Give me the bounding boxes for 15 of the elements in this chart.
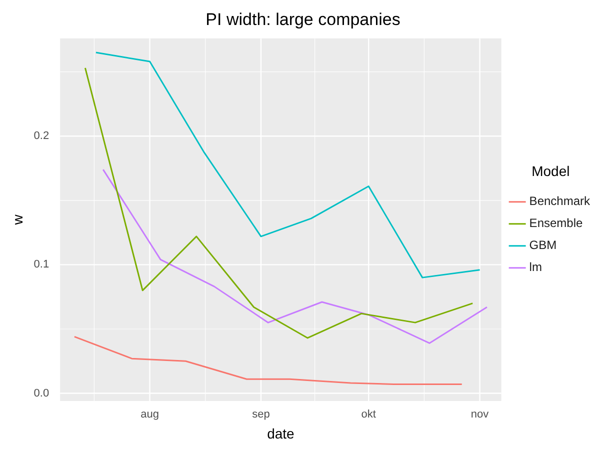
x-tick-label: okt xyxy=(361,408,376,421)
x-tick-label: nov xyxy=(470,408,490,421)
x-tick-label: sep xyxy=(252,408,270,421)
legend-label: GBM xyxy=(529,238,557,252)
y-axis-title: w xyxy=(9,214,26,226)
legend-label: Benchmark xyxy=(529,194,591,208)
y-tick-label: 0.2 xyxy=(34,130,50,142)
y-tick-label: 0.0 xyxy=(34,387,50,400)
legend-label: lm xyxy=(529,260,542,274)
legend-label: Ensemble xyxy=(529,216,583,230)
y-tick-label: 0.1 xyxy=(34,258,50,271)
legend-title: Model xyxy=(532,162,570,179)
x-axis-title: date xyxy=(267,425,295,442)
x-tick-label: aug xyxy=(140,408,159,421)
chart-title: PI width: large companies xyxy=(206,10,400,29)
